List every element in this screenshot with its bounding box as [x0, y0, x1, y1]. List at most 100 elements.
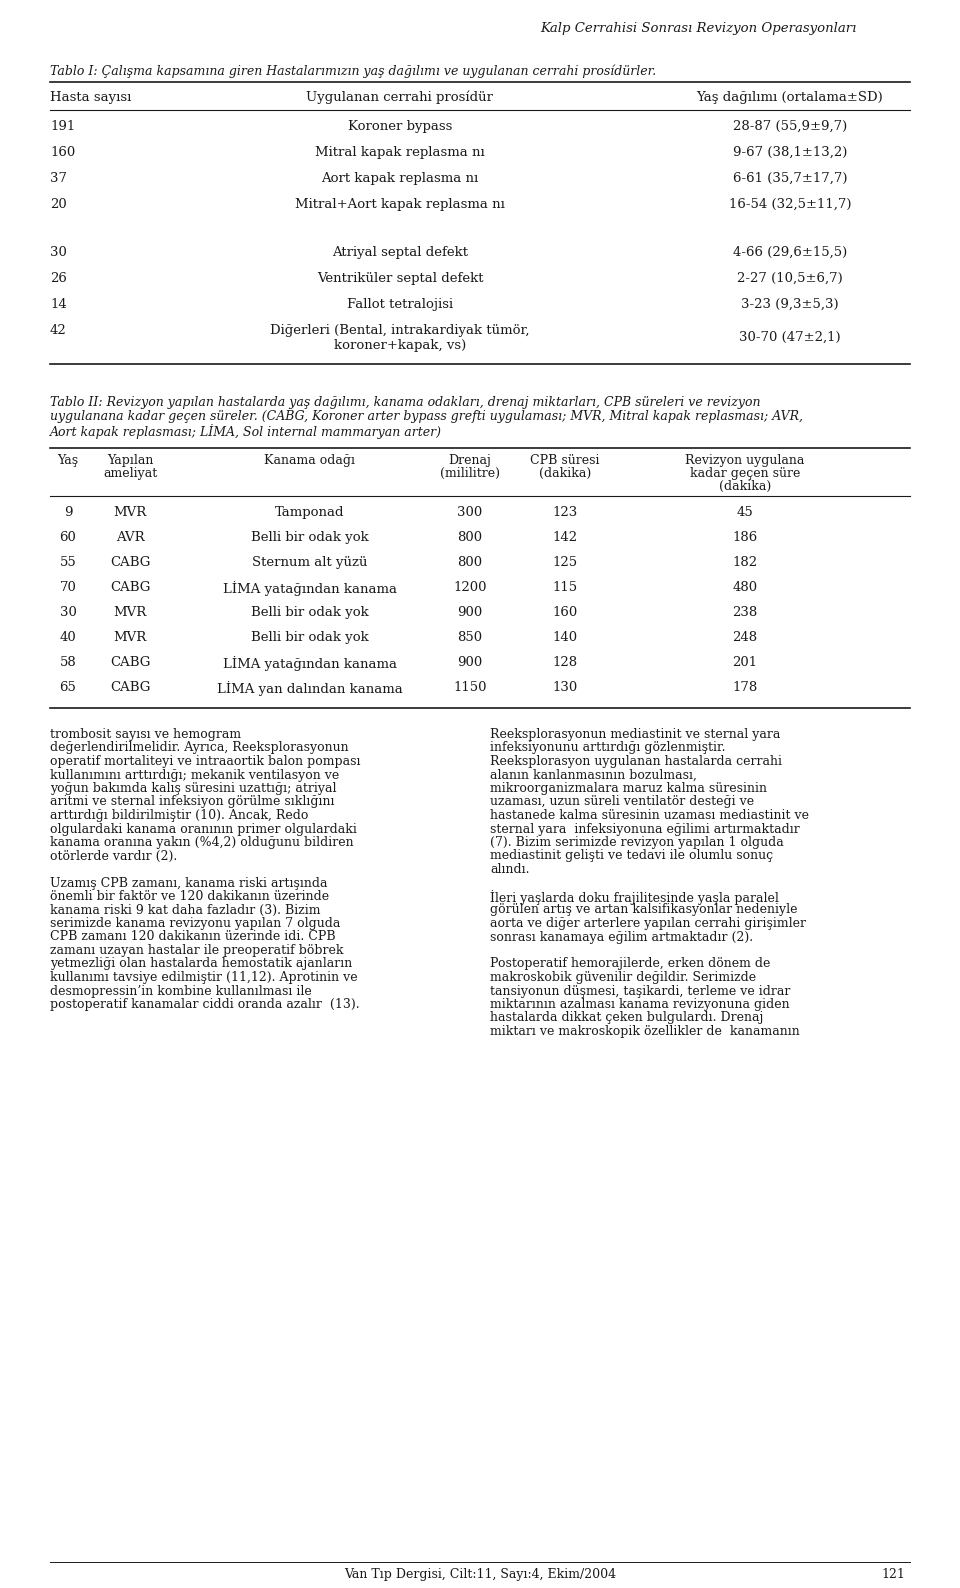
Text: Reeksplorasyon uygulanan hastalarda cerrahi: Reeksplorasyon uygulanan hastalarda cerr… — [490, 754, 782, 769]
Text: İleri yaşlarda doku frajilitesinde yaşla paralel: İleri yaşlarda doku frajilitesinde yaşla… — [490, 889, 779, 905]
Text: LİMA yatağından kanama: LİMA yatağından kanama — [223, 656, 397, 672]
Text: 800: 800 — [457, 556, 483, 569]
Text: sternal yara  infeksiyonuna eğilimi artırmaktadır: sternal yara infeksiyonuna eğilimi artır… — [490, 823, 800, 835]
Text: Belli bir odak yok: Belli bir odak yok — [252, 530, 369, 545]
Text: Drenaj: Drenaj — [448, 454, 492, 467]
Text: olgulardaki kanama oranının primer olgulardaki: olgulardaki kanama oranının primer olgul… — [50, 823, 357, 835]
Text: 60: 60 — [60, 530, 77, 545]
Text: 115: 115 — [552, 581, 578, 594]
Text: Tablo II: Revizyon yapılan hastalarda yaş dağılımı, kanama odakları, drenaj mikt: Tablo II: Revizyon yapılan hastalarda ya… — [50, 395, 760, 410]
Text: 178: 178 — [732, 681, 757, 694]
Text: 130: 130 — [552, 681, 578, 694]
Text: 65: 65 — [60, 681, 77, 694]
Text: 6-61 (35,7±17,7): 6-61 (35,7±17,7) — [732, 172, 848, 184]
Text: Uzamış CPB zamanı, kanama riski artışında: Uzamış CPB zamanı, kanama riski artışınd… — [50, 877, 327, 889]
Text: 9: 9 — [63, 507, 72, 519]
Text: uygulanana kadar geçen süreler. (CABG, Koroner arter bypass grefti uygulaması; M: uygulanana kadar geçen süreler. (CABG, K… — [50, 410, 803, 422]
Text: MVR: MVR — [113, 507, 147, 519]
Text: CPB süresi: CPB süresi — [530, 454, 600, 467]
Text: 123: 123 — [552, 507, 578, 519]
Text: kadar geçen süre: kadar geçen süre — [690, 467, 801, 480]
Text: 128: 128 — [552, 656, 578, 669]
Text: uzaması, uzun süreli ventilatör desteği ve: uzaması, uzun süreli ventilatör desteği … — [490, 796, 755, 808]
Text: CABG: CABG — [109, 556, 150, 569]
Text: Hasta sayısı: Hasta sayısı — [50, 91, 132, 103]
Text: Yapılan: Yapılan — [107, 454, 154, 467]
Text: 900: 900 — [457, 656, 483, 669]
Text: MVR: MVR — [113, 607, 147, 619]
Text: zamanı uzayan hastalar ile preoperatif böbrek: zamanı uzayan hastalar ile preoperatif b… — [50, 943, 344, 958]
Text: 4-66 (29,6±15,5): 4-66 (29,6±15,5) — [732, 246, 847, 259]
Text: 28-87 (55,9±9,7): 28-87 (55,9±9,7) — [732, 121, 847, 133]
Text: 121: 121 — [881, 1567, 905, 1582]
Text: (dakika): (dakika) — [719, 480, 771, 492]
Text: CABG: CABG — [109, 581, 150, 594]
Text: kanama riski 9 kat daha fazladır (3). Bizim: kanama riski 9 kat daha fazladır (3). Bi… — [50, 904, 321, 916]
Text: hastalarda dikkat çeken bulgulardı. Drenaj: hastalarda dikkat çeken bulgulardı. Dren… — [490, 1012, 763, 1024]
Text: 238: 238 — [732, 607, 757, 619]
Text: miktarı ve makroskopik özellikler de  kanamanın: miktarı ve makroskopik özellikler de kan… — [490, 1024, 800, 1039]
Text: Postoperatif hemorajilerde, erken dönem de: Postoperatif hemorajilerde, erken dönem … — [490, 958, 770, 970]
Text: 16-54 (32,5±11,7): 16-54 (32,5±11,7) — [729, 198, 852, 211]
Text: kullanımı tavsiye edilmiştir (11,12). Aprotinin ve: kullanımı tavsiye edilmiştir (11,12). Ap… — [50, 970, 358, 985]
Text: 140: 140 — [552, 630, 578, 645]
Text: CABG: CABG — [109, 656, 150, 669]
Text: 20: 20 — [50, 198, 67, 211]
Text: makroskobik güvenilir değildir. Serimizde: makroskobik güvenilir değildir. Serimizd… — [490, 970, 756, 985]
Text: Revizyon uygulana: Revizyon uygulana — [685, 454, 804, 467]
Text: Ventriküler septal defekt: Ventriküler septal defekt — [317, 272, 483, 284]
Text: miktarının azalması kanama revizyonuna giden: miktarının azalması kanama revizyonuna g… — [490, 997, 790, 1012]
Text: Belli bir odak yok: Belli bir odak yok — [252, 607, 369, 619]
Text: Belli bir odak yok: Belli bir odak yok — [252, 630, 369, 645]
Text: kanama oranına yakın (%4,2) olduğunu bildiren: kanama oranına yakın (%4,2) olduğunu bil… — [50, 835, 353, 850]
Text: sonrası kanamaya eğilim artmaktadır (2).: sonrası kanamaya eğilim artmaktadır (2). — [490, 931, 754, 943]
Text: aritmi ve sternal infeksiyon görülme sıklığını: aritmi ve sternal infeksiyon görülme sık… — [50, 796, 334, 808]
Text: operatif mortaliteyi ve intraaortik balon pompası: operatif mortaliteyi ve intraaortik balo… — [50, 754, 361, 769]
Text: 201: 201 — [732, 656, 757, 669]
Text: yoğun bakımda kalış süresini uzattığı; atriyal: yoğun bakımda kalış süresini uzattığı; a… — [50, 781, 337, 796]
Text: postoperatif kanamalar ciddi oranda azalır  (13).: postoperatif kanamalar ciddi oranda azal… — [50, 997, 360, 1012]
Text: 186: 186 — [732, 530, 757, 545]
Text: koroner+kapak, vs): koroner+kapak, vs) — [334, 338, 467, 353]
Text: 70: 70 — [60, 581, 77, 594]
Text: 9-67 (38,1±13,2): 9-67 (38,1±13,2) — [732, 146, 847, 159]
Text: Aort kapak replasması; LİMA, Sol internal mammaryan arter): Aort kapak replasması; LİMA, Sol interna… — [50, 424, 442, 438]
Text: desmopressin’in kombine kullanılması ile: desmopressin’in kombine kullanılması ile — [50, 985, 312, 997]
Text: 37: 37 — [50, 172, 67, 184]
Text: CABG: CABG — [109, 681, 150, 694]
Text: ameliyat: ameliyat — [103, 467, 157, 480]
Text: Reeksplorasyonun mediastinit ve sternal yara: Reeksplorasyonun mediastinit ve sternal … — [490, 727, 780, 742]
Text: trombosit sayısı ve hemogram: trombosit sayısı ve hemogram — [50, 727, 241, 742]
Text: 2-27 (10,5±6,7): 2-27 (10,5±6,7) — [737, 272, 843, 284]
Text: 58: 58 — [60, 656, 77, 669]
Text: yetmezliği olan hastalarda hemostatik ajanların: yetmezliği olan hastalarda hemostatik aj… — [50, 958, 352, 970]
Text: Tamponad: Tamponad — [276, 507, 345, 519]
Text: Koroner bypass: Koroner bypass — [348, 121, 452, 133]
Text: Kanama odağı: Kanama odağı — [265, 454, 355, 467]
Text: (mililitre): (mililitre) — [440, 467, 500, 480]
Text: 26: 26 — [50, 272, 67, 284]
Text: 191: 191 — [50, 121, 75, 133]
Text: otörlerde vardır (2).: otörlerde vardır (2). — [50, 850, 178, 862]
Text: Tablo I: Çalışma kapsamına giren Hastalarımızın yaş dağılımı ve uygulanan cerrah: Tablo I: Çalışma kapsamına giren Hastala… — [50, 65, 657, 78]
Text: aorta ve diğer arterlere yapılan cerrahi girişimler: aorta ve diğer arterlere yapılan cerrahi… — [490, 916, 806, 931]
Text: 1150: 1150 — [453, 681, 487, 694]
Text: 800: 800 — [457, 530, 483, 545]
Text: mikroorganizmalara maruz kalma süresinin: mikroorganizmalara maruz kalma süresinin — [490, 781, 767, 796]
Text: MVR: MVR — [113, 630, 147, 645]
Text: CPB zamanı 120 dakikanın üzerinde idi. CPB: CPB zamanı 120 dakikanın üzerinde idi. C… — [50, 931, 336, 943]
Text: önemli bir faktör ve 120 dakikanın üzerinde: önemli bir faktör ve 120 dakikanın üzeri… — [50, 889, 329, 904]
Text: Uygulanan cerrahi prosídür: Uygulanan cerrahi prosídür — [306, 91, 493, 105]
Text: 45: 45 — [736, 507, 754, 519]
Text: Yaş: Yaş — [58, 454, 79, 467]
Text: hastanede kalma süresinin uzaması mediastinit ve: hastanede kalma süresinin uzaması medias… — [490, 808, 809, 823]
Text: 142: 142 — [552, 530, 578, 545]
Text: alanın kanlanmasının bozulması,: alanın kanlanmasının bozulması, — [490, 769, 697, 781]
Text: alındı.: alındı. — [490, 862, 530, 877]
Text: 40: 40 — [60, 630, 77, 645]
Text: 14: 14 — [50, 299, 67, 311]
Text: 248: 248 — [732, 630, 757, 645]
Text: 160: 160 — [50, 146, 75, 159]
Text: 30-70 (47±2,1): 30-70 (47±2,1) — [739, 330, 841, 345]
Text: Atriyal septal defekt: Atriyal septal defekt — [332, 246, 468, 259]
